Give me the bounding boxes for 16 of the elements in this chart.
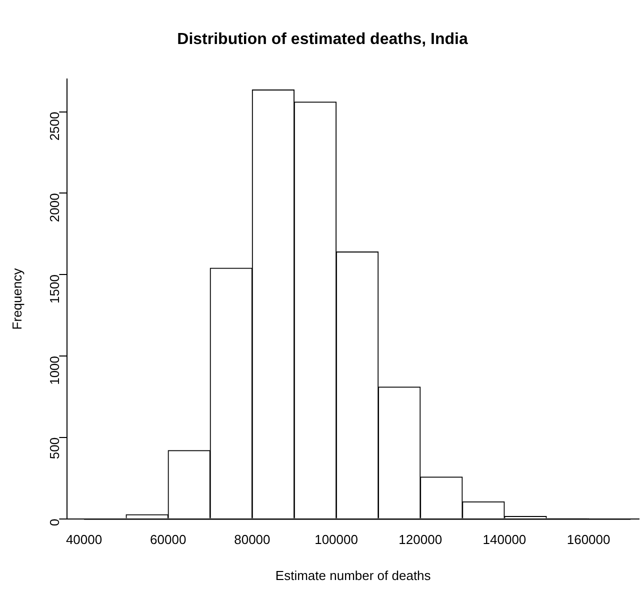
- x-tick-label: 160000: [566, 532, 610, 548]
- y-tick-label: 2000: [46, 193, 62, 222]
- x-tick-label: 40000: [66, 532, 102, 548]
- y-tick-label: 1500: [46, 274, 62, 304]
- x-tick-label: 120000: [398, 532, 442, 548]
- x-tick-label: 140000: [482, 532, 526, 548]
- x-tick-label: 100000: [314, 532, 358, 548]
- x-tick-label: 60000: [150, 532, 186, 548]
- x-axis-title: Estimate number of deaths: [275, 568, 432, 583]
- x-tick-label: 80000: [234, 532, 270, 548]
- y-tick-label: 500: [46, 437, 62, 460]
- y-tick-label: 2500: [46, 112, 62, 141]
- chart-title: Distribution of estimated deaths, India: [177, 31, 468, 48]
- y-tick-label: 0: [46, 518, 62, 526]
- y-axis-title: Frequency: [9, 268, 24, 330]
- y-tick-label: 1000: [46, 356, 62, 385]
